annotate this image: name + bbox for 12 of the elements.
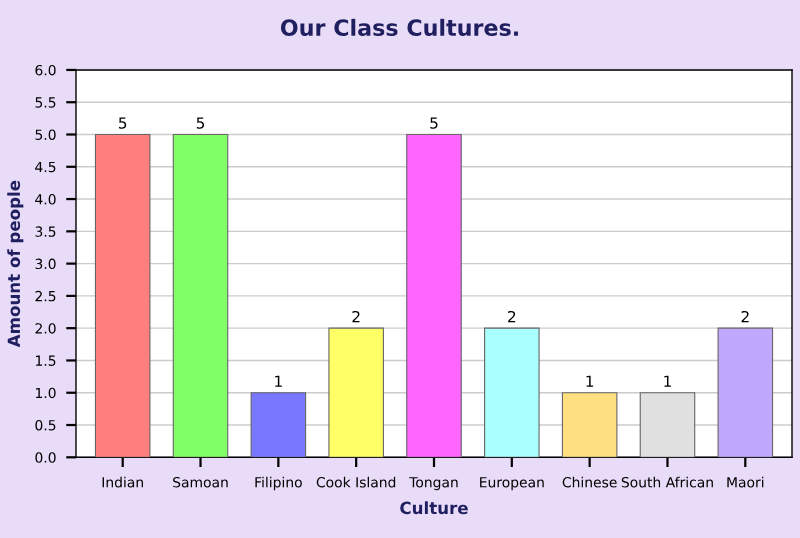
bar — [484, 327, 540, 458]
bar — [172, 133, 229, 458]
y-axis-title: Amount of people — [7, 180, 24, 348]
bar — [717, 327, 774, 458]
x-axis-title: Culture — [400, 501, 468, 515]
bar — [94, 133, 151, 458]
bar — [639, 392, 696, 458]
bar — [250, 392, 307, 458]
bar — [406, 133, 462, 458]
bar — [328, 327, 384, 458]
bar — [561, 392, 618, 458]
chart-title: Our Class Cultures. — [280, 18, 518, 37]
